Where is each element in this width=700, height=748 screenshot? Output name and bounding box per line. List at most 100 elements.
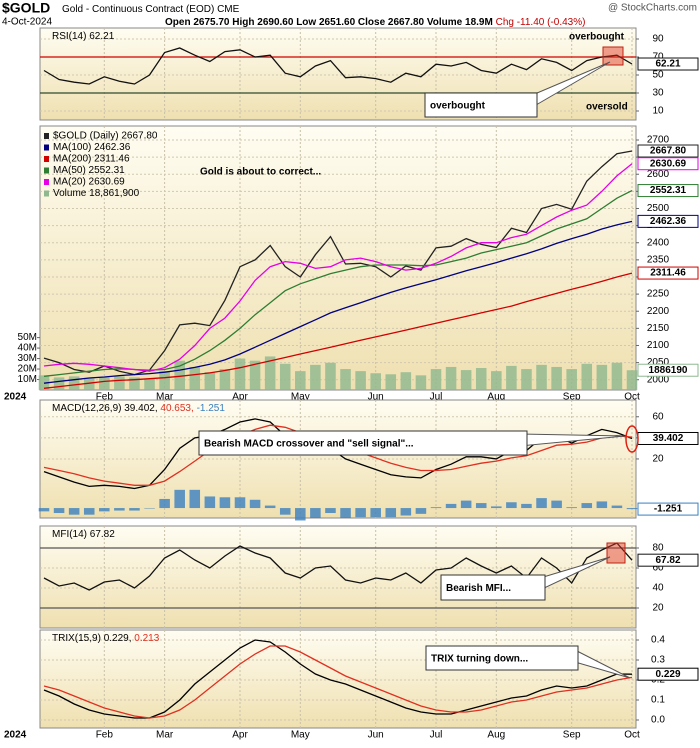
annotation: overbought [569,32,625,43]
bar [611,362,623,390]
x-tick-label: Aug [487,392,505,403]
bar [445,503,457,509]
instrument: Gold - Continuous Contract (EOD) [62,4,214,15]
bar [99,508,110,512]
bar [521,503,532,509]
y-tick-label: 0.1 [651,695,665,706]
y-tick-label: 90 [652,34,664,45]
x-tick-label: Oct [624,392,640,403]
panel-title-text: TRIX(15,9) [52,633,101,644]
y-tick-label: 30 [652,88,664,99]
bar [581,503,593,509]
x-tick-label: Oct [624,730,640,741]
series-line [43,542,633,591]
x-tick-label: Jul [430,392,443,403]
bar [83,378,95,390]
panel-title-text: RSI(14) 62.21 [52,31,115,42]
bar [114,508,125,511]
bar [325,508,336,514]
bar [566,369,577,390]
bar [129,377,140,390]
annotation-box [425,645,579,671]
panel-background [39,125,637,391]
value-tag: 39.402 [653,433,684,444]
bar [415,508,427,514]
bar [53,508,65,514]
bar [219,497,231,509]
instrument-name: Gold - Continuous Contract (EOD) CME [62,4,240,15]
bar [385,508,397,518]
bar [611,505,623,509]
bar [536,364,547,390]
bar [340,508,351,518]
bar [460,500,472,509]
bar [219,369,231,390]
x-tick-label: 2024 [4,392,27,403]
y-tick-label: 2700 [647,135,670,146]
bar [159,371,170,390]
series-line [43,150,633,376]
bar [53,377,65,390]
bar [445,366,457,390]
site: @ StockCharts.com [608,3,697,14]
value-tag: 2462.36 [650,216,687,227]
value-tag: 2552.31 [650,185,687,196]
bar [355,371,366,390]
bar [521,369,532,390]
y-tick-label: 2350 [647,254,670,265]
bar [295,371,306,390]
quote-open: Open 2675.70 [165,17,230,28]
bar [460,370,472,390]
x-tick-label: May [291,392,310,403]
bar [295,508,306,521]
symbol: $GOLD [2,0,50,16]
panel-background [39,27,637,121]
annotation-box [424,92,538,118]
legend-swatch [44,133,49,139]
y-tick-label: 20 [652,603,664,614]
bar [279,508,291,515]
value-tag-box [637,363,699,377]
annotation-box [440,574,546,601]
bar [83,508,95,515]
annotation: TRIX turning down... [431,654,528,665]
bar [129,508,140,511]
bar [204,372,216,390]
bar [234,497,246,509]
value-tag-box [637,266,699,280]
value-tag: 62.21 [655,59,680,70]
bar [68,376,80,390]
bar [159,498,170,509]
y-tick-label: 2200 [647,306,670,317]
x-tick-label: Sep [563,392,581,403]
value-tag: 2630.69 [650,158,687,169]
y-tick-label: 60 [652,563,664,574]
panel-title: MFI(14) 67.82 [52,529,115,540]
bar [310,364,321,390]
x-tick-label: Apr [232,392,248,403]
x-tick-label: Sep [563,730,581,741]
value-tag-box [637,214,699,228]
bar [491,506,502,509]
x-tick-label: Mar [156,730,174,741]
quote-change: Chg -11.40 (-0.43%) [496,17,586,28]
bar [189,489,201,509]
decorations [519,46,639,679]
bar [144,508,155,509]
bar [264,356,276,390]
bar [279,363,291,390]
panel-title: RSI(14) 62.21 [52,31,115,42]
legend-entry: 0.229, [104,633,132,644]
bar [385,374,397,390]
value-tag: 67.82 [655,555,680,566]
value-tag-box [637,184,699,198]
legend-entry: 0.213 [134,633,159,644]
series-line [43,272,633,389]
panel-title-text: MACD(12,26,9) [52,403,121,414]
bar [596,501,608,509]
quote: Open 2675.70 High 2690.60 Low 2651.60 Cl… [165,17,585,28]
x-tick-label: May [291,730,310,741]
bar [204,496,216,509]
panel-title-text: MFI(14) 67.82 [52,529,115,540]
legend-entry: 40.653, [160,403,193,414]
